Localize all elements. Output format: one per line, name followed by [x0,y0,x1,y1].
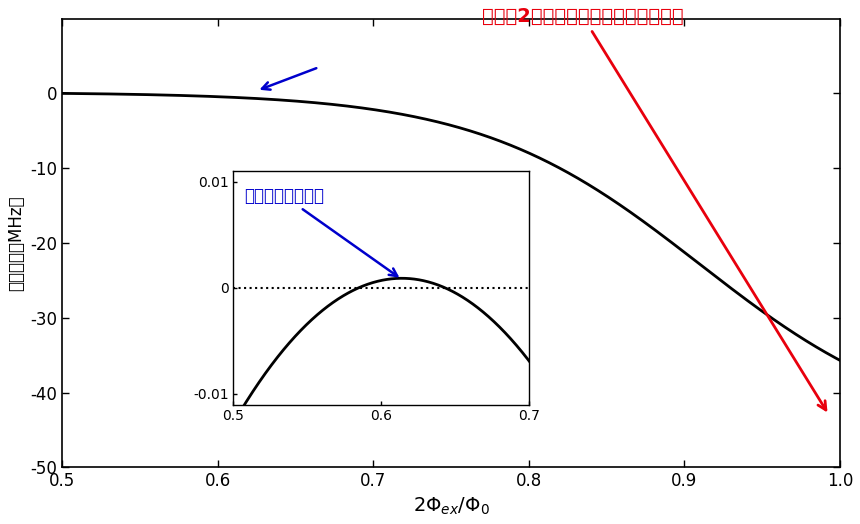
Text: 高速な2量子ビットゲート操作に利用: 高速な2量子ビットゲート操作に利用 [482,7,826,410]
X-axis label: $2\Phi_{ex}/\Phi_0$: $2\Phi_{ex}/\Phi_0$ [413,496,489,517]
Y-axis label: 結合強度（MHz）: 結合強度（MHz） [7,195,25,291]
